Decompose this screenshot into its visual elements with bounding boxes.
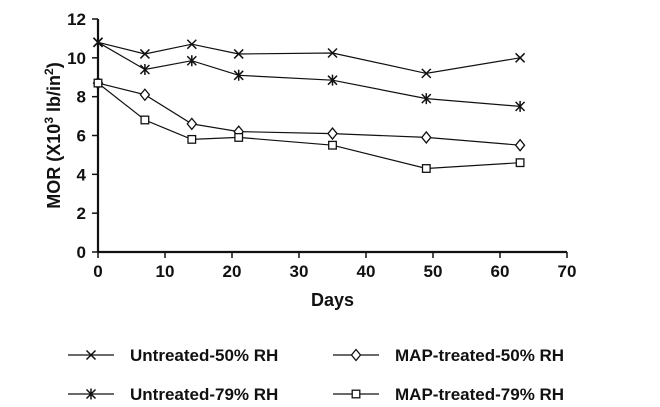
x-tick-label: 10 xyxy=(156,262,175,281)
x-tick-label: 60 xyxy=(491,262,510,281)
x-tick-label: 0 xyxy=(93,262,102,281)
data-point xyxy=(139,63,150,75)
y-tick-label: 6 xyxy=(77,127,86,146)
legend-label: MAP-treated-79% RH xyxy=(395,385,564,404)
series-line xyxy=(97,82,521,170)
x-tick-label: 70 xyxy=(558,262,577,281)
data-point xyxy=(140,115,150,125)
data-point xyxy=(421,164,431,173)
y-axis-title-suffix: ) xyxy=(44,62,64,68)
data-point xyxy=(515,158,525,168)
legend-item: MAP-treated-79% RH xyxy=(333,385,564,404)
y-tick-label: 0 xyxy=(77,243,86,262)
y-axis-title-sup1: 3 xyxy=(42,117,56,124)
x-tick-label: 40 xyxy=(357,262,376,281)
x-tick-label: 50 xyxy=(424,262,443,281)
legend-marker xyxy=(85,349,97,361)
data-point xyxy=(327,74,338,86)
data-point xyxy=(233,48,244,59)
x-tick-label: 20 xyxy=(223,262,242,281)
legend-item: MAP-treated-50% RH xyxy=(333,346,564,365)
data-point xyxy=(421,68,432,79)
y-axis-title: MOR (X103 lb/in2) xyxy=(42,62,64,208)
data-point xyxy=(327,47,338,59)
legend-item: Untreated-79% RH xyxy=(68,385,278,404)
legend-label: MAP-treated-50% RH xyxy=(395,346,564,365)
legend: Untreated-50% RH MAP-treated-50% RH Untrea… xyxy=(68,346,564,404)
data-point xyxy=(421,93,432,105)
data-point xyxy=(186,55,197,67)
data-point xyxy=(420,130,432,144)
data-point xyxy=(328,140,337,150)
data-point xyxy=(186,39,197,50)
y-tick-label: 8 xyxy=(77,88,86,107)
series-2 xyxy=(92,76,526,152)
data-point xyxy=(139,88,151,102)
data-point xyxy=(515,52,526,63)
data-point xyxy=(515,100,526,112)
legend-label: Untreated-79% RH xyxy=(130,385,278,404)
y-axis-title-middle: lb/in xyxy=(44,75,64,117)
x-tick-label: 30 xyxy=(290,262,309,281)
legend-label: Untreated-50% RH xyxy=(130,346,278,365)
series-line xyxy=(97,41,521,75)
legend-marker xyxy=(85,388,97,400)
data-point xyxy=(186,117,198,131)
legend-marker xyxy=(351,389,361,399)
ticks: 0 10 20 30 40 50 60 70 0 2 4 6 8 10 12 xyxy=(67,10,576,281)
y-tick-label: 12 xyxy=(67,10,86,29)
data-point xyxy=(234,132,244,142)
data-point xyxy=(93,78,103,88)
y-axis-title-sup2: 2 xyxy=(42,68,56,75)
series-3 xyxy=(93,78,525,173)
legend-item: Untreated-50% RH xyxy=(68,346,278,365)
data-point xyxy=(139,48,150,59)
series-0 xyxy=(92,37,526,79)
data-point xyxy=(187,134,197,144)
data-point xyxy=(233,69,244,81)
series-layer xyxy=(92,36,526,173)
data-point xyxy=(514,138,526,152)
x-axis-title: Days xyxy=(311,290,354,310)
y-axis-title-prefix: MOR (X10 xyxy=(44,124,64,209)
series-1 xyxy=(92,36,526,112)
y-tick-label: 2 xyxy=(77,204,86,223)
data-point xyxy=(92,36,104,48)
y-tick-label: 10 xyxy=(67,49,86,68)
y-tick-label: 4 xyxy=(77,165,87,184)
legend-marker xyxy=(350,348,362,362)
series-line xyxy=(97,41,521,107)
series-line xyxy=(97,82,521,146)
data-point xyxy=(327,127,338,141)
